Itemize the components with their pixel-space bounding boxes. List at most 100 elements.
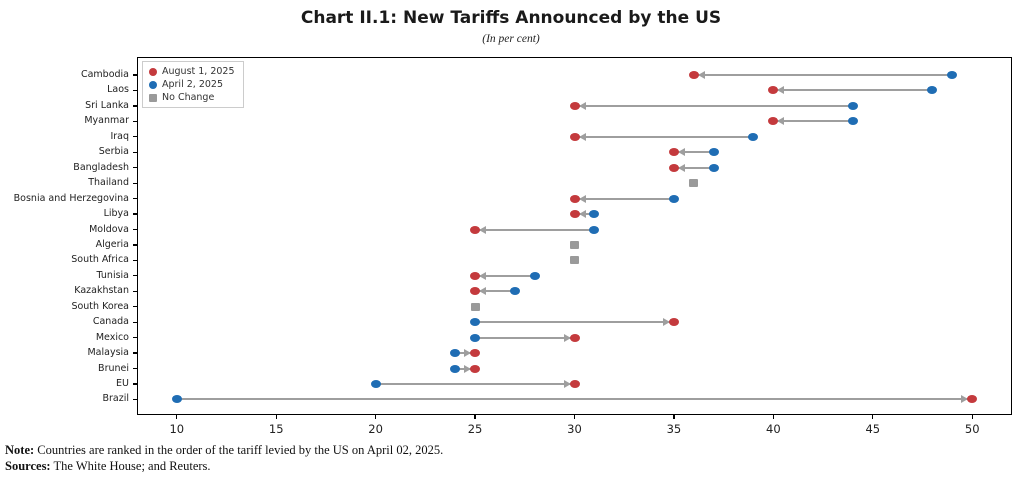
- august-1-dot: [668, 318, 679, 327]
- y-axis-label: Moldova: [89, 223, 129, 235]
- arrow-icon: [563, 333, 571, 342]
- x-axis-label: 10: [169, 422, 185, 436]
- connector-line: [693, 74, 953, 76]
- arrow-icon: [777, 117, 785, 126]
- connector-line: [574, 197, 674, 200]
- arrow-icon: [464, 349, 472, 358]
- y-axis-label: Brazil: [102, 393, 129, 405]
- x-axis-label: 40: [766, 422, 781, 436]
- y-axis-tick: [133, 367, 137, 370]
- connector-line: [176, 398, 973, 401]
- arrow-icon: [662, 318, 670, 327]
- august-1-dot: [569, 380, 580, 388]
- arrow-icon: [777, 86, 785, 95]
- x-axis-tick: [872, 415, 874, 419]
- y-axis-label: Sri Lanka: [85, 99, 129, 111]
- y-axis-tick: [133, 136, 137, 138]
- april-2-dot: [668, 194, 679, 203]
- y-axis-label: Algeria: [95, 238, 129, 250]
- y-axis-label: Kazakhstan: [74, 285, 129, 297]
- april-2-dot: [748, 132, 759, 141]
- legend-circle-icon: [149, 67, 157, 76]
- y-axis-tick: [133, 244, 137, 246]
- y-axis-tick: [133, 120, 137, 122]
- y-axis-tick: [133, 337, 137, 339]
- y-axis-label: Bangladesh: [73, 161, 129, 173]
- y-axis-tick: [133, 228, 137, 231]
- note-text: Countries are ranked in the order of the…: [34, 443, 444, 457]
- x-axis-label: 35: [666, 422, 682, 436]
- y-axis-tick: [133, 151, 137, 153]
- connector-line: [673, 166, 714, 169]
- august-1-dot: [569, 333, 580, 342]
- arrow-icon: [961, 395, 969, 404]
- august-1-dot: [668, 163, 679, 172]
- legend-square-icon: [149, 93, 157, 102]
- x-axis-tick: [176, 415, 178, 419]
- april-2-dot: [370, 380, 381, 388]
- sources: Sources: The White House; and Reuters.: [5, 459, 211, 474]
- x-axis-label: 20: [368, 422, 383, 436]
- no-change-marker: [570, 256, 579, 265]
- legend-label: No Change: [162, 92, 215, 103]
- legend-circle-icon: [149, 80, 157, 89]
- connector-line: [673, 151, 714, 154]
- april-2-dot: [509, 287, 520, 296]
- arrow-icon: [479, 287, 487, 296]
- no-change-marker: [689, 179, 699, 188]
- connector-line: [375, 383, 575, 385]
- note-label: Note:: [5, 443, 35, 457]
- august-1-dot: [569, 210, 580, 219]
- y-axis-tick: [133, 398, 137, 401]
- legend-item: No Change: [149, 91, 235, 104]
- april-2-dot: [847, 117, 858, 126]
- plot-area: [137, 57, 1012, 415]
- april-2-dot: [847, 101, 858, 110]
- y-axis-label: Libya: [103, 208, 129, 220]
- y-axis-tick: [133, 105, 137, 107]
- arrow-icon: [697, 71, 705, 79]
- y-axis-label: South Korea: [71, 300, 129, 312]
- y-axis-label: Bosnia and Herzegovina: [13, 192, 129, 204]
- y-axis-label: Thailand: [88, 177, 129, 189]
- august-1-dot: [470, 271, 481, 280]
- x-axis-label: 45: [865, 422, 881, 436]
- august-1-dot: [688, 71, 699, 79]
- x-axis-tick: [374, 415, 377, 419]
- y-axis-tick: [133, 321, 137, 323]
- y-axis-label: South Africa: [71, 254, 129, 266]
- august-1-dot: [470, 349, 481, 358]
- april-2-dot: [450, 349, 461, 358]
- y-axis-tick: [133, 197, 137, 200]
- x-axis-tick: [474, 415, 476, 419]
- y-axis-label: Malaysia: [87, 347, 129, 359]
- y-axis-tick: [133, 182, 137, 184]
- y-axis-label: Iraq: [110, 130, 129, 142]
- y-axis-tick: [133, 275, 137, 277]
- connector-line: [475, 290, 515, 293]
- august-1-dot: [470, 287, 481, 296]
- august-1-dot: [569, 101, 580, 110]
- x-axis-tick: [275, 415, 277, 419]
- x-axis-label: 30: [567, 422, 582, 436]
- august-1-dot: [470, 225, 481, 234]
- y-axis-tick: [133, 259, 137, 262]
- arrow-icon: [578, 210, 586, 219]
- connector-line: [475, 336, 575, 339]
- arrow-icon: [479, 225, 487, 234]
- y-axis-tick: [133, 213, 137, 215]
- y-axis-label: Tunisia: [96, 269, 129, 281]
- arrow-icon: [464, 364, 472, 373]
- y-axis-tick: [133, 89, 137, 92]
- x-axis-label: 25: [467, 422, 483, 436]
- august-1-dot: [768, 117, 779, 126]
- sources-label: Sources:: [5, 459, 51, 473]
- august-1-dot: [569, 132, 580, 141]
- y-axis-label: EU: [116, 378, 129, 389]
- legend-item: April 2, 2025: [149, 78, 235, 91]
- connector-line: [475, 274, 535, 277]
- x-axis-tick: [772, 415, 774, 419]
- y-axis-label: Canada: [92, 316, 129, 328]
- august-1-dot: [569, 194, 580, 203]
